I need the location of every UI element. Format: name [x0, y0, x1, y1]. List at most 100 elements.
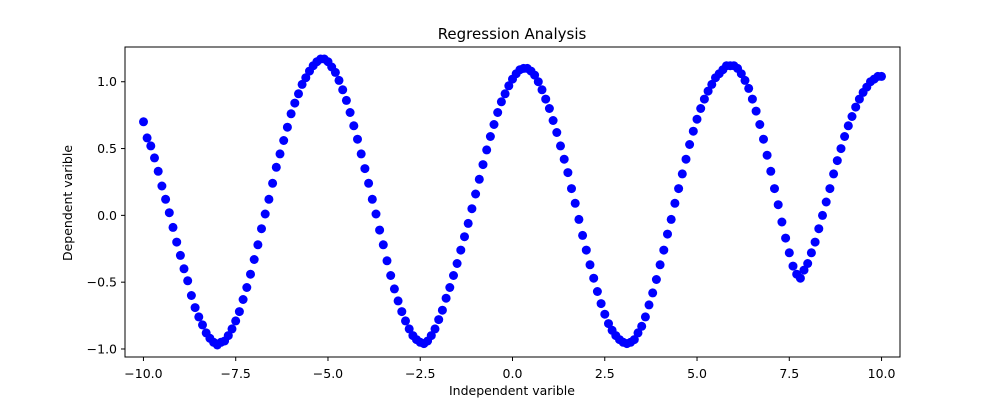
data-point	[449, 271, 458, 280]
data-point	[755, 120, 765, 129]
data-point	[530, 70, 540, 80]
data-point	[378, 240, 388, 250]
data-point	[364, 178, 374, 188]
data-point	[740, 75, 750, 85]
data-point	[179, 264, 189, 274]
data-point	[847, 112, 857, 121]
y-tick-label: 0.5	[97, 141, 117, 156]
data-point	[356, 149, 366, 159]
data-point	[430, 324, 440, 334]
data-point	[389, 284, 399, 294]
data-point	[681, 154, 691, 164]
data-point	[485, 132, 495, 141]
y-tick-label: −0.5	[87, 275, 117, 290]
data-point	[496, 97, 506, 107]
data-point	[651, 275, 661, 284]
data-point	[640, 312, 650, 322]
data-point	[294, 89, 303, 99]
data-point	[150, 153, 159, 163]
data-point	[836, 144, 846, 154]
data-point	[877, 71, 886, 81]
x-axis-ticks: −10.0 −7.5 −5.0 −2.5 0.0 2.5 5.0 7.5 10.0	[124, 357, 896, 381]
data-point	[777, 217, 787, 227]
data-point	[426, 331, 436, 341]
data-point	[803, 259, 813, 268]
data-point	[832, 156, 842, 166]
data-point	[297, 79, 307, 89]
data-point	[271, 162, 281, 172]
x-tick-label: −2.5	[405, 366, 435, 381]
data-point	[493, 108, 503, 117]
data-point	[441, 293, 451, 303]
data-point	[781, 233, 791, 243]
data-point	[404, 324, 414, 334]
data-point	[445, 283, 455, 292]
data-point	[172, 237, 182, 247]
data-point	[688, 126, 698, 136]
data-point	[290, 98, 300, 108]
data-point	[744, 83, 754, 93]
data-point	[692, 114, 702, 124]
data-point	[655, 260, 665, 270]
data-point	[759, 134, 768, 144]
data-point	[563, 168, 573, 178]
data-point	[810, 237, 820, 247]
data-point	[574, 214, 584, 224]
x-tick-label: −10.0	[124, 366, 162, 381]
data-point	[736, 69, 746, 79]
data-point	[489, 120, 499, 129]
data-point	[648, 288, 658, 298]
data-point	[371, 209, 381, 219]
x-axis-label: Independent varible	[449, 383, 575, 398]
data-points	[139, 54, 886, 350]
data-point	[581, 245, 591, 255]
x-tick-label: −7.5	[221, 366, 251, 381]
data-point	[707, 79, 717, 89]
data-point	[386, 271, 396, 280]
data-point	[142, 133, 152, 143]
data-point	[246, 269, 255, 279]
data-point	[556, 141, 565, 151]
data-point	[186, 291, 196, 300]
data-point	[699, 94, 709, 104]
data-point	[854, 94, 864, 104]
data-point	[146, 141, 156, 151]
data-point	[696, 104, 706, 113]
data-point	[260, 209, 270, 219]
data-point	[843, 121, 853, 131]
data-point	[821, 197, 831, 207]
x-tick-label: 7.5	[779, 366, 799, 381]
data-point	[460, 232, 469, 242]
data-point	[345, 108, 355, 117]
data-point	[401, 316, 410, 326]
data-point	[674, 184, 684, 194]
data-point	[223, 331, 233, 341]
data-point	[341, 95, 351, 105]
data-point	[253, 240, 263, 250]
y-axis-ticks: −1.0 −0.5 0.0 0.5 1.0	[87, 74, 125, 356]
x-tick-label: 2.5	[595, 366, 615, 381]
data-point	[766, 166, 776, 176]
data-point	[773, 200, 783, 210]
x-tick-label: −5.0	[313, 366, 343, 381]
data-point	[194, 312, 204, 322]
data-point	[637, 321, 647, 331]
data-point	[198, 320, 207, 330]
data-point	[799, 265, 809, 275]
data-point	[452, 259, 462, 268]
x-tick-label: 0.0	[503, 366, 523, 381]
data-point	[541, 94, 551, 104]
data-point	[544, 104, 554, 113]
data-point	[238, 295, 248, 304]
data-point	[829, 169, 839, 179]
data-point	[234, 307, 244, 317]
data-point	[818, 210, 827, 220]
data-point	[806, 248, 816, 258]
data-point	[301, 73, 311, 83]
data-point	[157, 181, 167, 191]
data-point	[279, 136, 289, 145]
data-point	[471, 189, 481, 199]
data-point	[164, 208, 174, 218]
